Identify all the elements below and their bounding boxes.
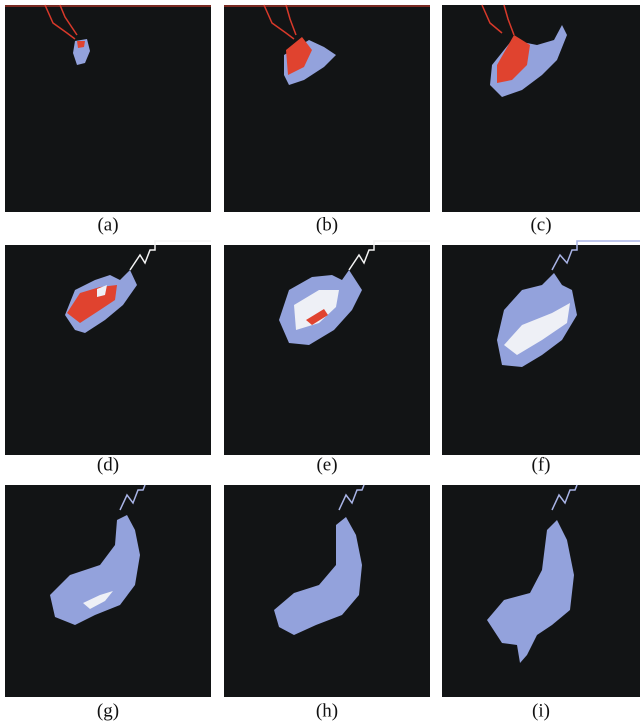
- panel-c: [442, 5, 640, 212]
- panel-e: [224, 241, 430, 455]
- panel-i: [442, 485, 640, 697]
- panel-label: (i): [532, 700, 550, 721]
- panel-label: (h): [316, 700, 338, 721]
- panel-label: (d): [97, 454, 119, 475]
- panel-g: [5, 485, 211, 697]
- panel-a: [5, 5, 211, 212]
- panel-label: (c): [530, 214, 551, 235]
- panel-label: (f): [532, 454, 551, 475]
- panel-d: [5, 241, 211, 455]
- panel-label: (g): [97, 700, 119, 721]
- panel-label: (a): [97, 214, 118, 235]
- figure: (a) (b) (c) (d) (e) (f): [0, 0, 642, 727]
- panel-b: [224, 5, 430, 212]
- panel-f: [442, 241, 640, 455]
- panel-h: [224, 485, 430, 697]
- panel-label: (b): [316, 214, 338, 235]
- panel-label: (e): [316, 454, 337, 475]
